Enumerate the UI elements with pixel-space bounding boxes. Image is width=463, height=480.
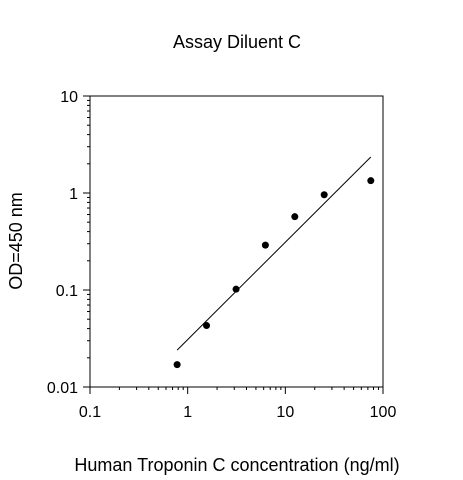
x-axis: 0.1 1 10 100	[79, 387, 397, 421]
y-tick-label: 0.1	[56, 283, 78, 300]
y-tick-label: 10	[60, 89, 78, 106]
data-point	[291, 213, 299, 221]
x-tick-label: 0.1	[79, 404, 101, 421]
x-tick-label: 1	[183, 404, 192, 421]
y-axis-title: OD=450 nm	[6, 192, 26, 290]
y-axis: 0.01 0.1 1 10	[47, 89, 90, 397]
data-point	[367, 177, 375, 185]
fit-line-layer	[176, 156, 372, 351]
x-axis-title: Human Troponin C concentration (ng/ml)	[74, 455, 399, 475]
plot-frame	[89, 95, 384, 388]
data-point	[203, 322, 211, 330]
data-point	[320, 191, 328, 199]
data-point	[173, 361, 181, 369]
data-point	[232, 285, 240, 293]
x-tick-label: 10	[276, 404, 294, 421]
x-tick-label: 100	[370, 404, 397, 421]
data-point	[261, 241, 269, 249]
y-tick-label: 1	[69, 186, 78, 203]
fit-line	[176, 156, 372, 351]
chart-title: Assay Diluent C	[173, 32, 301, 52]
data-points	[173, 177, 375, 369]
y-tick-label: 0.01	[47, 380, 78, 397]
